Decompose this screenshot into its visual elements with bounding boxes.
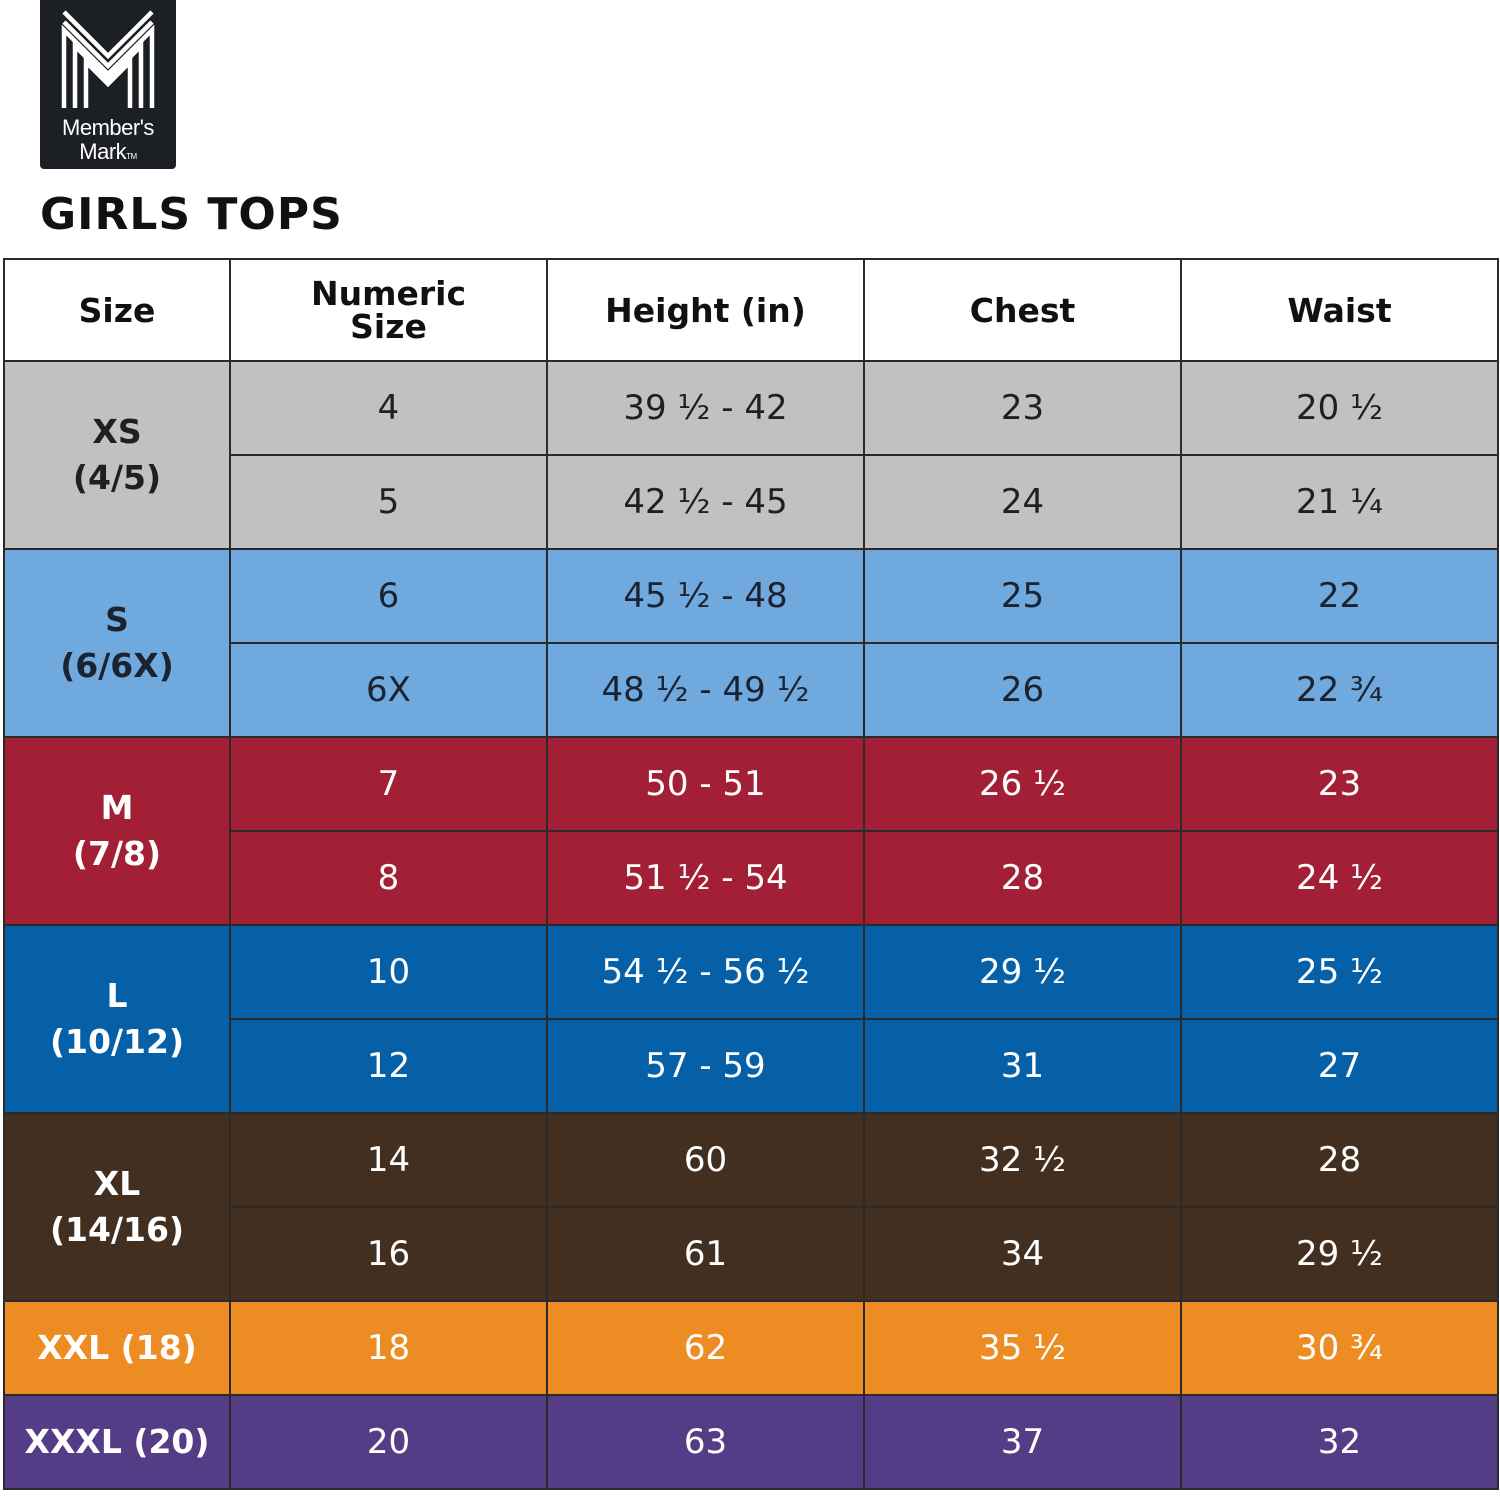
size-label: M [100,788,134,827]
chest-cell: 28 [863,830,1182,926]
size-cell-xxl: XXL (18) [3,1300,231,1396]
table-row: XXL (18) 18 62 35 ½ 30 ¾ [3,1300,1499,1396]
size-label: S [105,600,129,639]
size-cell-xs: XS (4/5) [3,360,231,550]
waist-cell: 28 [1180,1112,1499,1208]
size-range: (14/16) [49,1210,185,1249]
height-cell: 57 - 59 [546,1018,865,1114]
size-chart-table: Size Numeric Size Height (in) Chest Wais… [3,258,1499,1490]
table-row: 6X 48 ½ - 49 ½ 26 22 ¾ [4,642,1499,738]
table-row: L (10/12) 10 54 ½ - 56 ½ 29 ½ 25 ½ [3,924,1499,1114]
height-cell: 39 ½ - 42 [546,360,865,456]
numeric-cell: 8 [229,830,548,926]
chest-cell: 26 ½ [863,736,1182,832]
height-cell: 54 ½ - 56 ½ [546,924,865,1020]
waist-cell: 27 [1180,1018,1499,1114]
table-row: XS (4/5) 4 39 ½ - 42 23 20 ½ [3,360,1499,550]
size-cell-xxxl: XXXL (20) [3,1394,231,1490]
numeric-cell: 12 [229,1018,548,1114]
height-cell: 60 [546,1112,865,1208]
numeric-cell: 6 [229,548,548,644]
header-size: Size [3,258,231,362]
trademark: TM [126,152,137,161]
numeric-cell: 4 [229,360,548,456]
brand-name-line2: MarkTM [79,139,137,164]
chest-cell: 29 ½ [863,924,1182,1020]
height-cell: 50 - 51 [546,736,865,832]
header-numeric-size: Numeric Size [229,258,548,362]
chest-cell: 26 [863,642,1182,738]
chest-cell: 23 [863,360,1182,456]
height-cell: 51 ½ - 54 [546,830,865,926]
height-cell: 61 [546,1206,865,1302]
table-row: 5 42 ½ - 45 24 21 ¼ [4,454,1499,550]
waist-cell: 25 ½ [1180,924,1499,1020]
page-title: GIRLS TOPS [40,189,343,240]
numeric-cell: 6X [229,642,548,738]
chest-cell: 31 [863,1018,1182,1114]
size-range: (7/8) [72,834,162,873]
waist-cell: 24 ½ [1180,830,1499,926]
size-range: (10/12) [49,1022,185,1061]
chest-cell: 24 [863,454,1182,550]
chest-cell: 25 [863,548,1182,644]
chest-cell: 37 [863,1394,1182,1490]
size-cell-s: S (6/6X) [3,548,231,738]
table-row: M (7/8) 7 50 - 51 26 ½ 23 [3,736,1499,926]
height-cell: 48 ½ - 49 ½ [546,642,865,738]
numeric-cell: 5 [229,454,548,550]
brand-name-line1: Member's [62,115,154,140]
waist-cell: 32 [1180,1394,1499,1490]
waist-cell: 22 [1180,548,1499,644]
size-cell-l: L (10/12) [3,924,231,1114]
header-waist: Waist [1180,258,1499,362]
numeric-cell: 14 [229,1112,548,1208]
size-cell-xl: XL (14/16) [3,1112,231,1302]
header-numeric-line1: Numeric [310,274,467,313]
header-row: Size Numeric Size Height (in) Chest Wais… [3,258,1499,362]
table-row: 12 57 - 59 31 27 [4,1018,1499,1114]
header-chest: Chest [863,258,1182,362]
m-logo-icon [61,10,155,108]
size-label: L [106,976,128,1015]
waist-cell: 21 ¼ [1180,454,1499,550]
waist-cell: 22 ¾ [1180,642,1499,738]
height-cell: 62 [546,1300,865,1396]
size-label: XL [93,1164,141,1203]
waist-cell: 29 ½ [1180,1206,1499,1302]
waist-cell: 23 [1180,736,1499,832]
height-cell: 42 ½ - 45 [546,454,865,550]
size-range: (6/6X) [60,646,174,685]
brand-logo: Member's MarkTM [40,0,176,169]
numeric-cell: 16 [229,1206,548,1302]
size-cell-m: M (7/8) [3,736,231,926]
header-height: Height (in) [546,258,865,362]
table-row: 8 51 ½ - 54 28 24 ½ [4,830,1499,926]
height-cell: 45 ½ - 48 [546,548,865,644]
height-cell: 63 [546,1394,865,1490]
chest-cell: 34 [863,1206,1182,1302]
size-label: XS [92,412,142,451]
numeric-cell: 18 [229,1300,548,1396]
chest-cell: 32 ½ [863,1112,1182,1208]
chest-cell: 35 ½ [863,1300,1182,1396]
table-row: XL (14/16) 14 60 32 ½ 28 [3,1112,1499,1302]
numeric-cell: 10 [229,924,548,1020]
header-numeric-line2: Size [350,307,427,346]
table-row: 16 61 34 29 ½ [4,1206,1499,1302]
waist-cell: 20 ½ [1180,360,1499,456]
numeric-cell: 7 [229,736,548,832]
waist-cell: 30 ¾ [1180,1300,1499,1396]
table-row: S (6/6X) 6 45 ½ - 48 25 22 [3,548,1499,738]
table-row: XXXL (20) 20 63 37 32 [3,1394,1499,1490]
numeric-cell: 20 [229,1394,548,1490]
size-range: (4/5) [72,458,162,497]
